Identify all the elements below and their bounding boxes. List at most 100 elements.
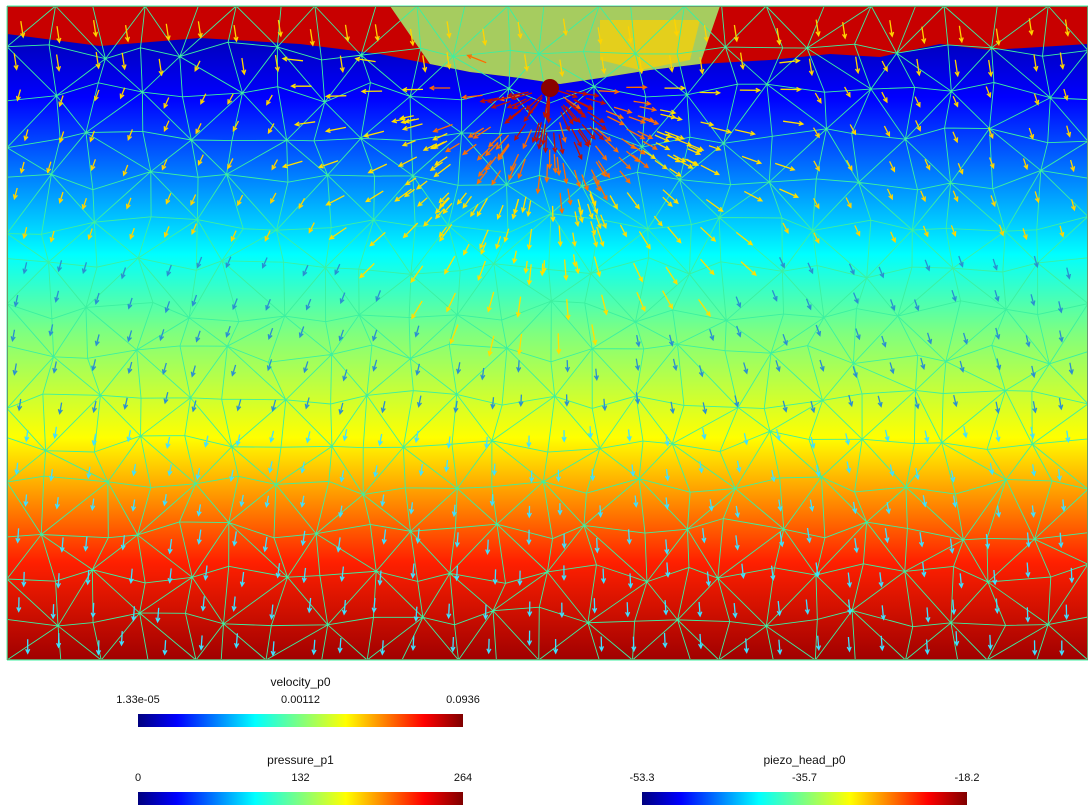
velocity-arrow	[665, 562, 671, 578]
velocity-arrow	[918, 532, 925, 548]
velocity-arrow	[994, 290, 1000, 303]
velocity-arrow	[121, 52, 127, 71]
velocity-arrow	[556, 156, 562, 177]
velocity-arrow	[232, 298, 238, 311]
velocity-arrow	[482, 28, 488, 47]
velocity-arrow	[600, 214, 607, 229]
velocity-arrow	[779, 532, 785, 548]
velocity-arrow	[433, 163, 451, 178]
velocity-arrow	[585, 97, 607, 106]
velocity-arrow	[159, 329, 165, 342]
velocity-arrow	[587, 426, 594, 439]
velocity-arrow	[597, 505, 603, 518]
velocity-arrow	[878, 266, 885, 279]
velocity-arrow	[526, 630, 533, 647]
velocity-arrow	[495, 236, 502, 250]
velocity-arrow	[16, 597, 22, 613]
velocity-arrow	[281, 160, 303, 169]
velocity-arrow	[196, 256, 203, 269]
velocity-arrow	[526, 200, 532, 218]
velocity-arrow	[780, 86, 802, 92]
velocity-arrow	[779, 257, 785, 269]
velocity-arrow	[739, 52, 746, 71]
velocity-arrow	[587, 203, 594, 220]
velocity-arrow	[552, 154, 558, 174]
velocity-arrow	[736, 460, 742, 473]
velocity-arrow	[56, 26, 62, 44]
velocity-arrow	[57, 260, 63, 273]
velocity-arrow	[952, 495, 958, 508]
velocity-arrow	[485, 539, 491, 556]
velocity-arrow	[444, 459, 450, 473]
velocity-arrow	[230, 230, 237, 243]
velocity-arrow	[131, 463, 137, 477]
velocity-arrow	[705, 198, 724, 213]
velocity-arrow	[573, 141, 583, 161]
velocity-arrow	[782, 333, 788, 346]
velocity-arrow	[954, 631, 960, 647]
velocity-arrow	[812, 127, 820, 139]
velocity-arrow	[985, 533, 991, 550]
velocity-arrow	[597, 27, 603, 45]
velocity-arrow	[410, 563, 416, 579]
velocity-arrow	[161, 158, 168, 171]
velocity-arrow	[446, 603, 452, 620]
velocity-arrow	[664, 85, 686, 91]
velocity-arrow	[274, 54, 280, 73]
velocity-arrow	[165, 23, 171, 42]
velocity-arrow	[618, 156, 632, 170]
velocity-arrow	[1033, 93, 1040, 106]
velocity-arrow	[1063, 604, 1070, 621]
velocity-arrow	[158, 58, 164, 77]
velocity-arrow	[163, 120, 170, 133]
velocity-arrow	[506, 91, 529, 98]
velocity-arrow	[486, 96, 508, 104]
velocity-arrow	[636, 291, 646, 312]
velocity-arrow	[854, 225, 861, 237]
velocity-arrow	[952, 190, 959, 203]
velocity-arrow	[444, 255, 456, 275]
velocity-arrow	[526, 505, 532, 519]
velocity-arrow	[957, 163, 964, 175]
velocity-arrow	[484, 436, 490, 450]
velocity-arrow	[293, 121, 316, 127]
velocity-arrow	[52, 426, 58, 440]
velocity-arrow	[514, 123, 527, 142]
velocity-arrow	[58, 191, 64, 204]
velocity-arrow	[559, 192, 565, 215]
velocity-arrow	[702, 402, 708, 415]
velocity-arrow	[546, 100, 552, 124]
velocity-arrow	[15, 528, 21, 544]
velocity-arrow	[1059, 52, 1065, 70]
velocity-arrow	[339, 566, 345, 582]
velocity-arrow	[227, 93, 234, 105]
velocity-arrow	[805, 298, 812, 311]
velocity-arrow	[743, 362, 749, 375]
velocity-arrow	[454, 565, 460, 582]
velocity-arrow	[432, 123, 453, 133]
velocity-arrow	[595, 214, 602, 230]
velocity-arrow	[472, 126, 492, 139]
velocity-arrow	[1066, 125, 1072, 138]
velocity-arrow	[492, 569, 498, 585]
velocity-arrow	[573, 99, 594, 110]
velocity-arrow	[921, 562, 927, 578]
velocity-arrow	[813, 197, 820, 210]
velocity-arrow	[889, 20, 895, 38]
velocity-arrow	[571, 232, 577, 248]
velocity-arrow	[300, 461, 306, 474]
velocity-arrow	[886, 188, 893, 201]
velocity-arrow	[690, 144, 705, 152]
velocity-arrow	[264, 495, 270, 508]
velocity-arrow	[15, 89, 22, 102]
velocity-arrow	[119, 631, 125, 647]
velocity-arrow	[566, 90, 589, 97]
velocity-arrow	[403, 188, 415, 198]
velocity-arrow	[13, 294, 19, 308]
velocity-arrow	[630, 464, 636, 477]
velocity-arrow	[959, 360, 965, 373]
velocity-arrow	[523, 54, 530, 72]
velocity-arrow	[165, 192, 172, 205]
velocity-arrow	[782, 222, 789, 234]
